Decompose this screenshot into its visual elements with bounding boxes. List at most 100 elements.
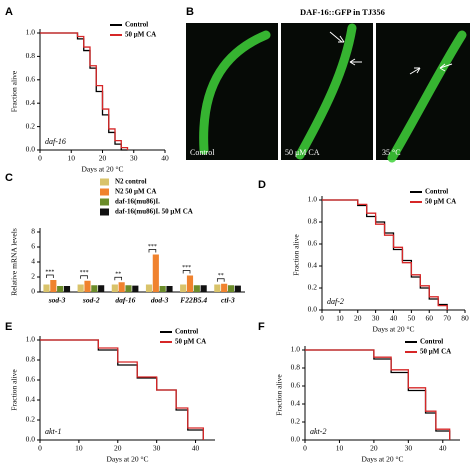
bar <box>186 275 194 292</box>
survival-curve <box>305 349 451 440</box>
panel-letter: A <box>5 6 13 18</box>
y-tick-label: 0.8 <box>308 217 318 226</box>
legend-swatch <box>100 208 109 216</box>
x-tick-label: 80 <box>461 314 469 323</box>
survival-curve <box>40 32 128 151</box>
legend-swatch <box>100 188 109 196</box>
y-axis-label: Fraction alive <box>10 70 19 112</box>
arrow <box>409 63 453 75</box>
worm <box>295 23 357 160</box>
legend-label: daf-16(mu86)I. <box>115 198 160 206</box>
y-axis-label: Relative mRNA levels <box>10 228 19 296</box>
gene-label: akt-1 <box>45 427 61 436</box>
legend-label: N2 control <box>115 178 147 186</box>
x-tick-label: 30 <box>153 444 161 453</box>
y-tick-label: 0.2 <box>26 415 36 424</box>
x-axis-label: Days at 20 °C <box>107 455 149 464</box>
x-tick-label: 10 <box>68 154 76 163</box>
significance-label: ** <box>218 273 224 279</box>
y-tick-label: 1.0 <box>26 335 36 344</box>
legend-label: Control <box>425 188 448 196</box>
survival-curve <box>322 199 448 310</box>
x-tick-label: 40 <box>390 314 398 323</box>
panel-letter: F <box>258 321 265 333</box>
y-tick-label: 1.0 <box>26 28 36 37</box>
legend-label: 50 μM CA <box>125 31 156 39</box>
bar <box>214 284 221 292</box>
x-tick-label: dod-3 <box>151 296 169 305</box>
significance-bracket <box>46 274 54 278</box>
y-tick-label: 0.0 <box>26 145 36 154</box>
bar <box>63 286 71 292</box>
y-tick-label: 0.2 <box>308 283 318 292</box>
y-tick-label: 0.4 <box>26 395 36 404</box>
legend-label: daf-16(mu86)I. 50 μM CA <box>115 208 193 216</box>
survival-curve <box>40 339 204 440</box>
x-axis-label: Days at 20 °C <box>82 165 124 174</box>
image-panel: B DAF-16::GFP in TJ356 Control 50 μM CA … <box>186 6 470 163</box>
x-tick-label: 10 <box>336 314 344 323</box>
y-tick-label: 0.6 <box>308 239 318 248</box>
bar <box>111 284 118 292</box>
gene-label: daf-2 <box>327 297 344 306</box>
x-tick-label: ctl-3 <box>221 296 235 305</box>
bar <box>125 285 132 292</box>
y-tick-label: 0.2 <box>291 417 301 426</box>
y-tick-label: 0.0 <box>26 435 36 444</box>
y-tick-label: 0.6 <box>291 381 301 390</box>
significance-label: *** <box>45 269 54 275</box>
y-tick-label: 0.6 <box>26 375 36 384</box>
y-tick-label: 0.0 <box>291 435 301 444</box>
x-tick-label: 20 <box>99 154 107 163</box>
panel-letter: B <box>186 6 194 18</box>
bar <box>221 283 228 292</box>
significance-label: *** <box>80 270 89 276</box>
significance-bracket <box>182 270 191 274</box>
x-tick-label: 60 <box>426 314 434 323</box>
x-tick-label: 70 <box>443 314 451 323</box>
y-tick-label: 0.8 <box>26 355 36 364</box>
panel-letter: D <box>258 179 266 191</box>
panel-letter: E <box>5 321 12 333</box>
y-tick-label: 0.2 <box>26 121 36 130</box>
y-tick-label: 0.0 <box>308 305 318 314</box>
bar <box>132 285 139 292</box>
y-tick-label: 1.0 <box>291 345 301 354</box>
arrow <box>329 31 362 66</box>
bar <box>98 285 105 292</box>
survival-curve <box>322 199 448 310</box>
gene-label: akt-2 <box>310 427 326 436</box>
bar <box>57 286 64 292</box>
significance-label: *** <box>148 244 157 250</box>
bar <box>145 284 153 292</box>
legend-label: 50 μM CA <box>420 348 451 356</box>
x-tick-label: daf-16 <box>115 296 135 305</box>
significance-bracket <box>114 276 123 281</box>
x-tick-label: 30 <box>405 444 413 453</box>
bar <box>84 280 91 292</box>
y-tick-label: 0.8 <box>26 51 36 60</box>
bar <box>227 285 235 292</box>
y-tick-label: 6 <box>31 242 35 251</box>
survival-curve <box>40 32 129 150</box>
significance-bracket <box>216 278 225 282</box>
image-caption: Control <box>190 148 215 157</box>
x-tick-label: 40 <box>192 444 200 453</box>
y-tick-label: 4 <box>31 257 35 266</box>
image-caption: 35 °C <box>382 148 401 157</box>
significance-bracket <box>80 275 88 279</box>
x-tick-label: 40 <box>439 444 447 453</box>
worm <box>199 30 271 155</box>
x-tick-label: 40 <box>161 154 169 163</box>
x-tick-label: 10 <box>75 444 83 453</box>
bar <box>118 282 125 292</box>
significance-label: ** <box>115 272 121 278</box>
gene-label: daf-16 <box>45 137 66 146</box>
x-tick-label: 10 <box>336 444 344 453</box>
significance-bracket <box>148 249 157 253</box>
x-tick-label: 50 <box>408 314 416 323</box>
x-axis-label: Days at 20 °C <box>373 325 415 334</box>
x-tick-label: sod-3 <box>48 296 66 305</box>
y-tick-label: 0.4 <box>26 98 36 107</box>
x-tick-label: 0 <box>303 444 307 453</box>
